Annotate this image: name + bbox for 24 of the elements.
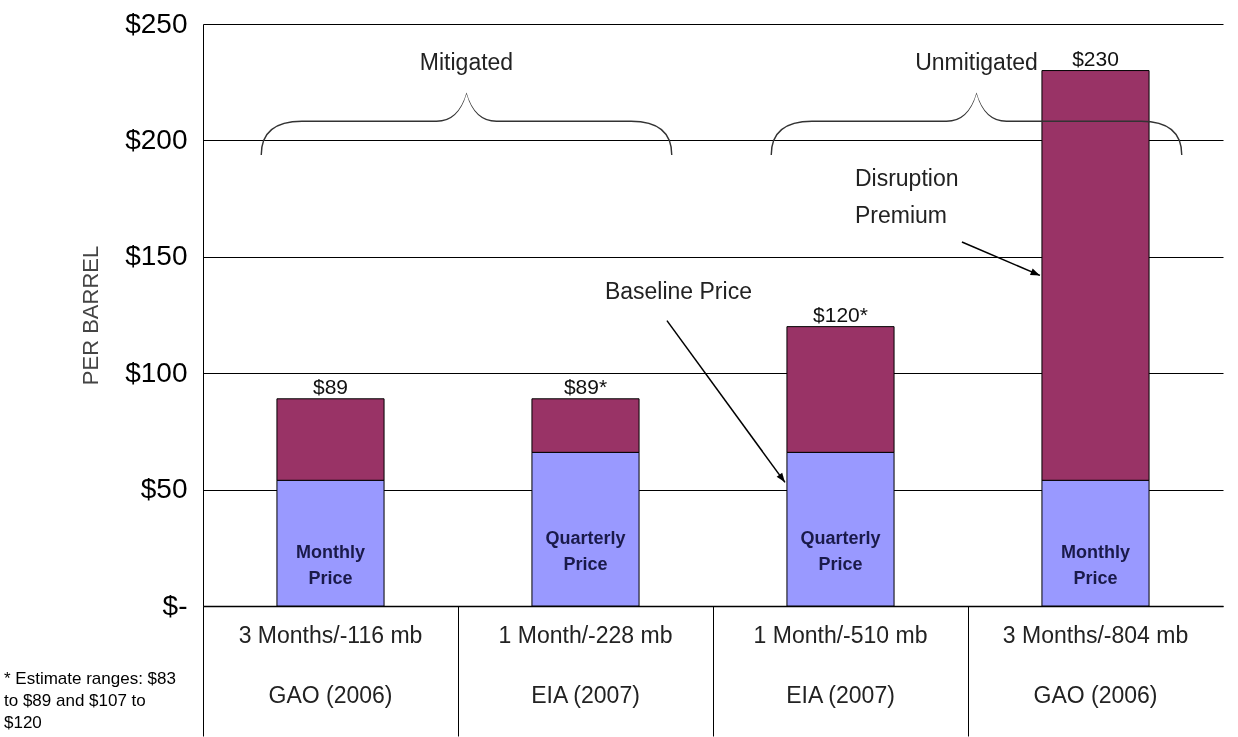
- category-label: 1 Month/-510 mb EIA (2007): [753, 621, 928, 708]
- y-tick-label: $-: [162, 589, 188, 621]
- total-label: $89*: [563, 374, 608, 398]
- y-tick-label: $50: [140, 473, 188, 505]
- annotation: Mitigated: [419, 49, 514, 75]
- y-tick-label: $100: [125, 356, 188, 388]
- annotation: Monthly Price: [296, 542, 365, 589]
- total-label: $89: [312, 374, 349, 398]
- y-axis-title: PER BARREL: [78, 245, 104, 386]
- category-label: 3 Months/-116 mb GAO (2006): [238, 621, 423, 708]
- y-tick-label: $150: [125, 240, 188, 272]
- annotation: Unmitigated: [915, 49, 1038, 75]
- annotation: Monthly Price: [1061, 542, 1130, 589]
- text: Baseline Price: [604, 277, 752, 304]
- annotation: Quarterly Price: [800, 528, 881, 575]
- category-label: 3 Months/-804 mb GAO (2006): [1002, 621, 1189, 708]
- total-label: $120*: [813, 302, 868, 326]
- y-tick-label: $250: [125, 7, 188, 39]
- total-label: $230: [1072, 46, 1119, 70]
- text: Disruption Premium: [854, 165, 959, 228]
- text: * Estimate ranges: $83 to $89 and $107 to $120: [4, 668, 177, 734]
- annotation: Quarterly Price: [545, 528, 626, 575]
- y-tick-label: $200: [125, 123, 188, 155]
- category-label: 1 Month/-228 mb EIA (2007): [498, 621, 673, 708]
